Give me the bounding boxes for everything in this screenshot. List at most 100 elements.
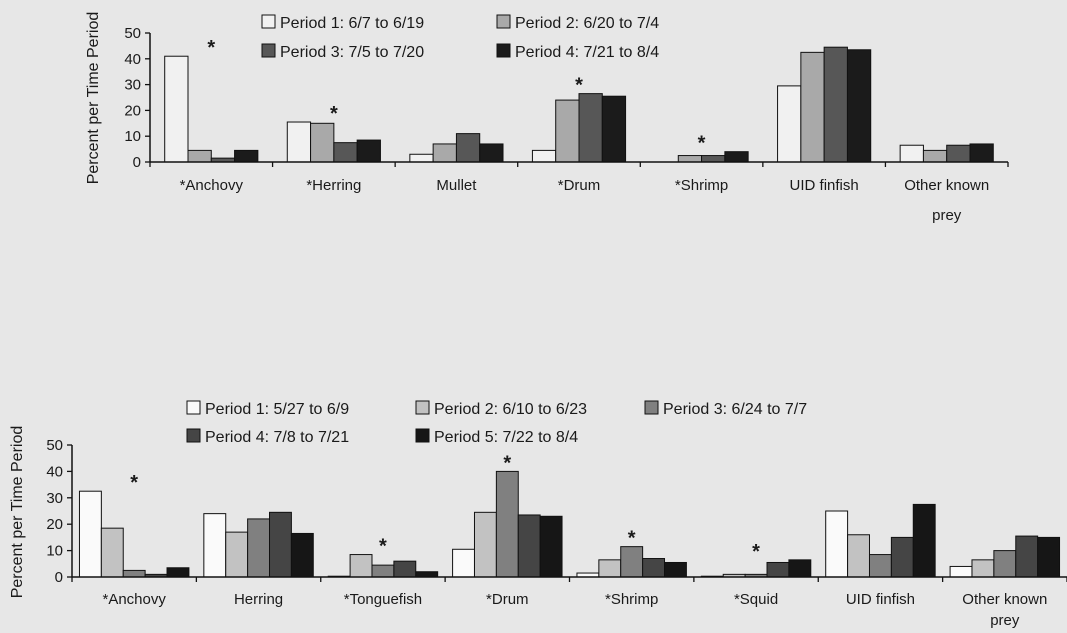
legend-swatch [186, 428, 201, 443]
legend-item: Period 5: 7/22 to 8/4 [415, 428, 578, 446]
y-tick-label: 30 [124, 77, 141, 94]
significance-marker: * [330, 103, 338, 125]
bar [777, 85, 802, 163]
significance-marker: * [379, 536, 387, 558]
y-tick-label: 20 [46, 516, 63, 533]
bar [642, 558, 666, 578]
significance-marker: * [698, 133, 706, 155]
legend-swatch [415, 400, 430, 415]
bar [455, 133, 481, 163]
category-label: *Anchovy [180, 177, 244, 194]
bar [290, 532, 314, 578]
category-label: *Herring [306, 177, 361, 194]
legend-item: Period 2: 6/10 to 6/23 [415, 400, 587, 418]
bar [203, 513, 227, 578]
bar [415, 571, 439, 578]
significance-marker: * [503, 452, 511, 474]
bar [1015, 535, 1039, 578]
bar [393, 560, 417, 578]
significance-marker: * [752, 541, 760, 563]
legend-swatch [644, 400, 659, 415]
legend-item: Period 2: 6/20 to 7/4 [496, 14, 659, 32]
y-tick-label: 0 [133, 154, 141, 171]
bar [825, 510, 849, 578]
bar [473, 511, 497, 578]
category-label: UID finfish [846, 591, 915, 608]
y-tick-label: 10 [46, 543, 63, 560]
bar [100, 527, 124, 578]
y-tick-label: 50 [124, 25, 141, 42]
bar [286, 121, 312, 163]
bar [969, 143, 994, 163]
bar [371, 564, 395, 578]
bar [166, 567, 190, 578]
bar [868, 554, 892, 578]
y-tick-label: 30 [46, 490, 63, 507]
y-axis-label: Percent per Time Period [85, 12, 102, 185]
bar [601, 95, 627, 163]
bar [620, 546, 644, 578]
category-label: *Drum [486, 591, 529, 608]
legend-label: Period 1: 6/7 to 6/19 [280, 15, 424, 32]
bar [531, 149, 557, 163]
bar [432, 143, 457, 163]
category-label: *Shrimp [605, 591, 658, 608]
y-tick-label: 40 [46, 463, 63, 480]
legend-label: Period 5: 7/22 to 8/4 [434, 429, 578, 446]
legend-swatch [186, 400, 201, 415]
bar [495, 470, 519, 578]
bar [846, 49, 872, 163]
bar [847, 534, 870, 578]
bar [333, 142, 358, 163]
bar [899, 144, 924, 163]
category-label: *Drum [558, 177, 601, 194]
bar [78, 490, 102, 578]
bar [922, 149, 948, 163]
legend-item: Period 3: 7/5 to 7/20 [261, 43, 424, 61]
bar [701, 155, 726, 163]
legend-swatch [261, 43, 276, 58]
chart-2: Percent per Time Period 0 10 20 30 40 50 *Ancho… [9, 400, 1067, 629]
legend-swatch [261, 14, 276, 29]
bar [187, 149, 212, 163]
legend-item: Period 3: 6/24 to 7/7 [644, 400, 807, 418]
y-tick-label: 0 [55, 569, 63, 586]
bar [310, 122, 335, 163]
legend-swatch [415, 428, 430, 443]
bar [555, 99, 580, 163]
category-label: Herring [234, 591, 283, 608]
legend-label: Period 4: 7/21 to 8/4 [515, 44, 659, 61]
legend-item: Period 4: 7/21 to 8/4 [496, 43, 659, 61]
bar [356, 139, 381, 163]
category-label: Other known prey [962, 591, 1047, 629]
legend: Period 1: 6/7 to 6/19 Period 2: 6/20 to 7… [261, 14, 659, 61]
significance-marker: * [207, 37, 215, 59]
bar [225, 531, 249, 578]
y-axis-label: Percent per Time Period [9, 426, 26, 599]
bar [724, 151, 749, 163]
legend-label: Period 3: 7/5 to 7/20 [280, 44, 424, 61]
bar [349, 554, 373, 578]
bar [122, 569, 146, 578]
bar [578, 93, 603, 163]
legend-label: Period 2: 6/20 to 7/4 [515, 15, 659, 32]
bar [517, 514, 541, 578]
legend-item: Period 1: 6/7 to 6/19 [261, 14, 424, 32]
category-label: Mullet [436, 177, 477, 194]
category-label: UID finfish [790, 177, 859, 194]
bar [823, 46, 848, 163]
significance-marker: * [130, 472, 138, 494]
bar [946, 144, 971, 163]
category-label: Other known prey [904, 177, 989, 224]
legend-item: Period 4: 7/8 to 7/21 [186, 428, 349, 446]
bar [539, 515, 563, 578]
bar [890, 536, 914, 578]
bar [247, 518, 271, 578]
y-tick-label: 10 [124, 128, 141, 145]
bar [479, 143, 504, 163]
y-tick-label: 50 [46, 437, 63, 454]
legend-swatch [496, 43, 511, 58]
legend-swatch [496, 14, 511, 29]
bar [800, 51, 825, 163]
